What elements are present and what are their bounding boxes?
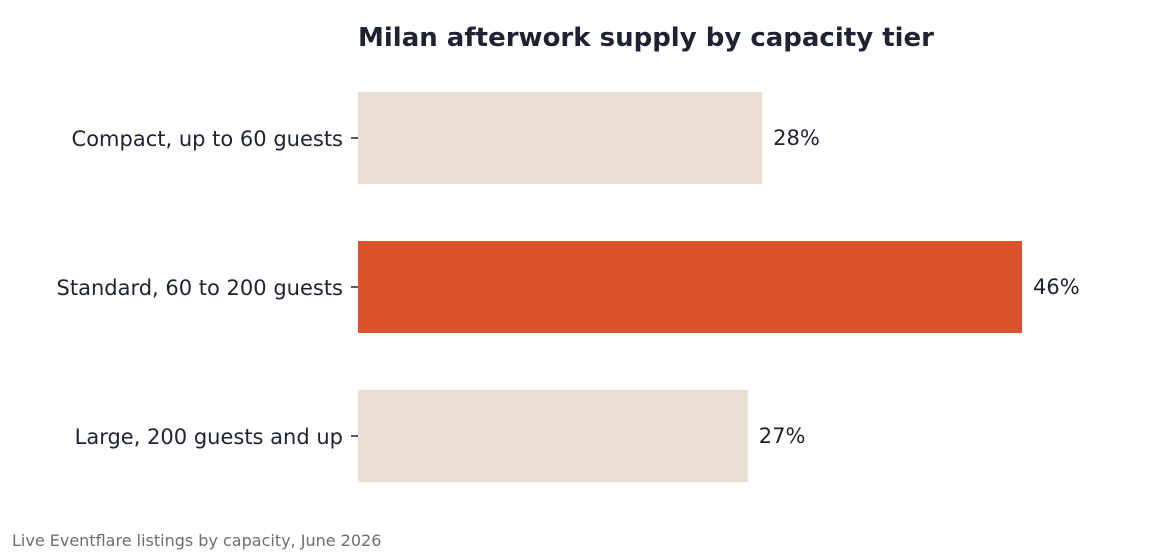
bars-group: Compact, up to 60 guests 28% Standard, 60 … <box>57 92 1080 482</box>
category-label-2: Large, 200 guests and up <box>75 425 343 449</box>
bar-2 <box>358 390 748 482</box>
value-label-1: 46% <box>1033 275 1080 299</box>
bar-0 <box>358 92 763 184</box>
category-label-0: Compact, up to 60 guests <box>72 127 343 151</box>
category-label-1: Standard, 60 to 200 guests <box>57 276 343 300</box>
bar-1 <box>358 241 1022 333</box>
source-note: Live Eventflare listings by capacity, Ju… <box>12 531 382 550</box>
value-label-2: 27% <box>759 424 806 448</box>
value-label-0: 28% <box>773 126 820 150</box>
chart-title: Milan afterwork supply by capacity tier <box>358 23 934 53</box>
